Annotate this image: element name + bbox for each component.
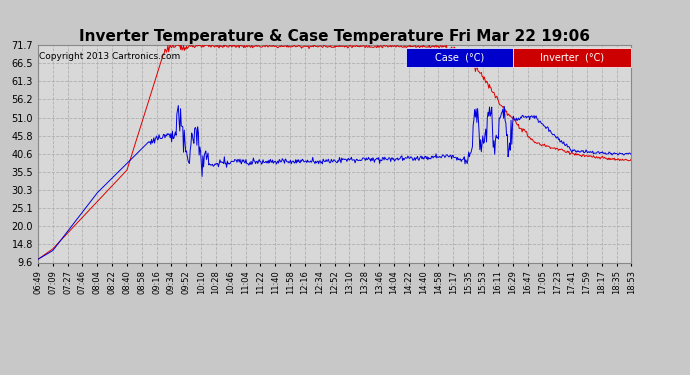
Text: Case  (°C): Case (°C)	[435, 53, 484, 63]
Title: Inverter Temperature & Case Temperature Fri Mar 22 19:06: Inverter Temperature & Case Temperature …	[79, 29, 590, 44]
Bar	[406, 48, 513, 67]
Text: Copyright 2013 Cartronics.com: Copyright 2013 Cartronics.com	[39, 51, 180, 60]
Bar	[513, 48, 631, 67]
Text: Inverter  (°C): Inverter (°C)	[540, 53, 604, 63]
